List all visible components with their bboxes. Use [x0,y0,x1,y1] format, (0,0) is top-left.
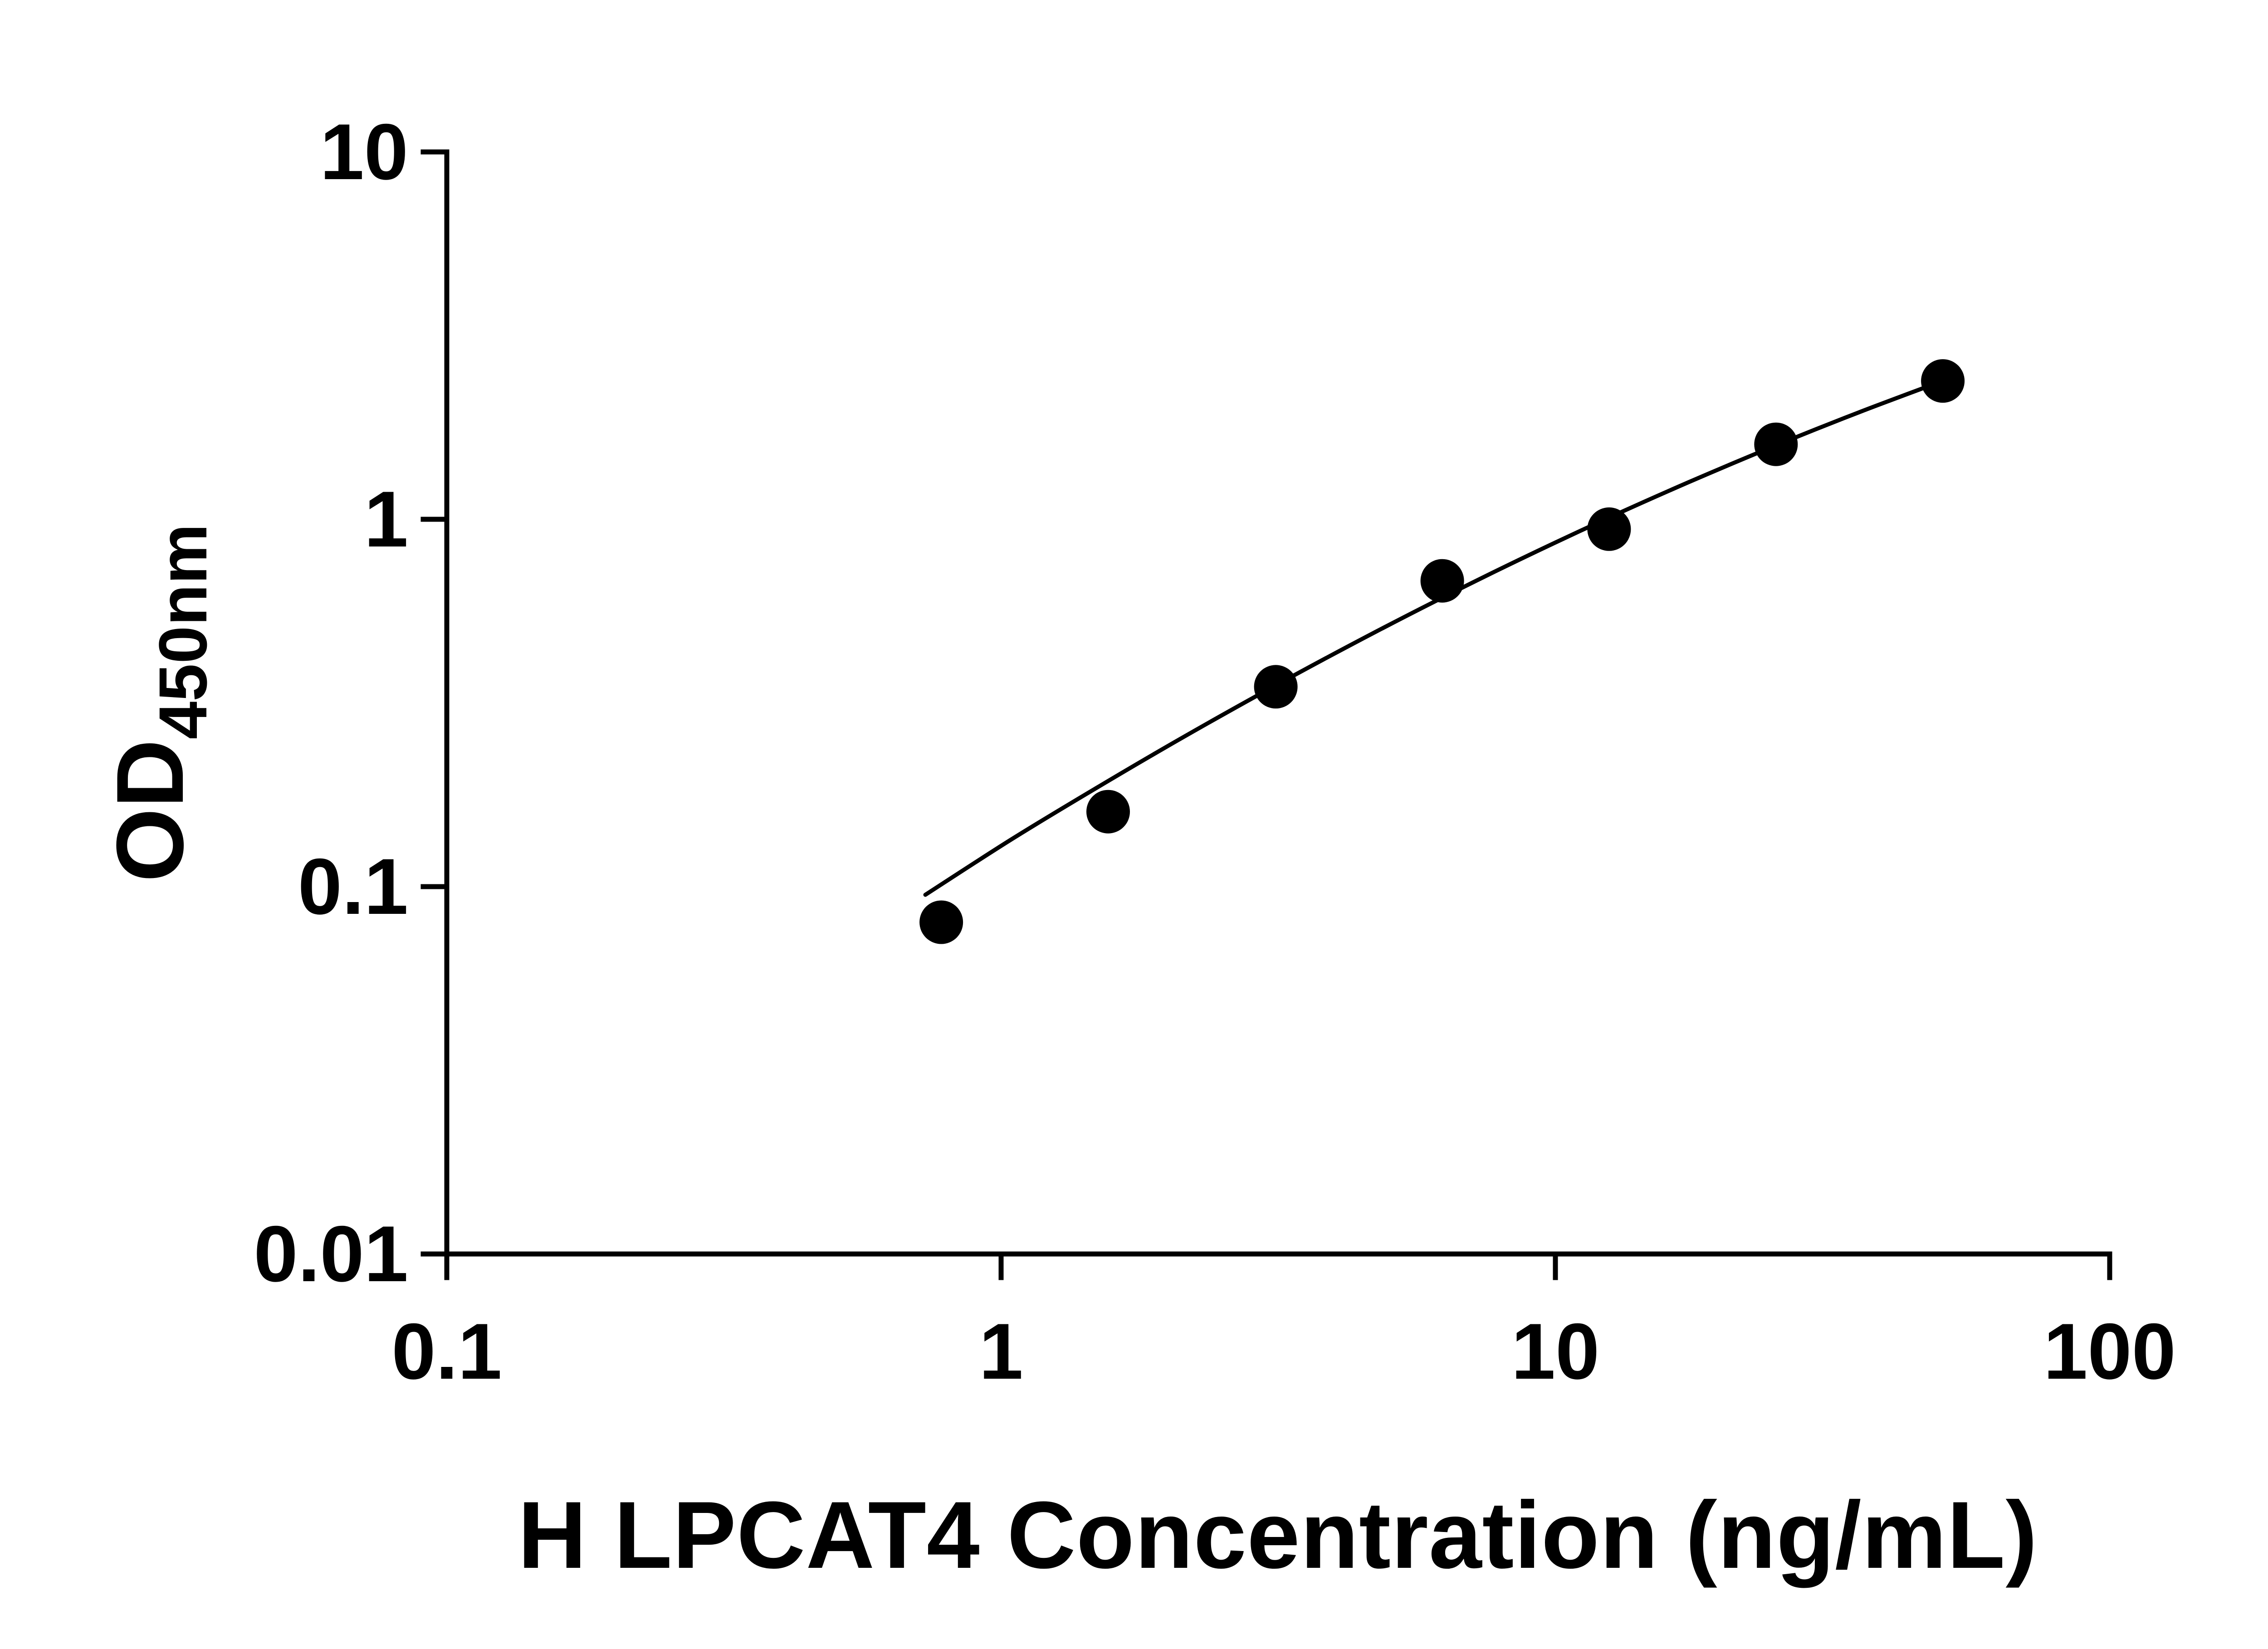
data-point [1587,507,1631,551]
y-tick-label: 1 [364,475,408,564]
y-axis-title: OD450nm [95,524,222,882]
y-tick-label: 0.01 [254,1210,408,1298]
data-point [1086,790,1130,834]
axis-frame [444,149,2112,1257]
y-tick-label: 0.1 [298,843,408,931]
y-axis-title-main: OD [97,739,203,883]
x-tick-label: 100 [2043,1307,2176,1396]
data-point [919,900,963,944]
x-tick-label: 10 [1511,1307,1600,1396]
x-tick-label: 1 [979,1307,1023,1396]
fit-curve-line [923,379,1945,897]
y-axis-title-subscript: 450nm [145,523,221,740]
x-axis-title: H LPCAT4 Concentration (ng/mL) [518,1482,2038,1588]
x-tick-label: 0.1 [391,1307,502,1396]
y-tick-label: 10 [320,108,408,196]
